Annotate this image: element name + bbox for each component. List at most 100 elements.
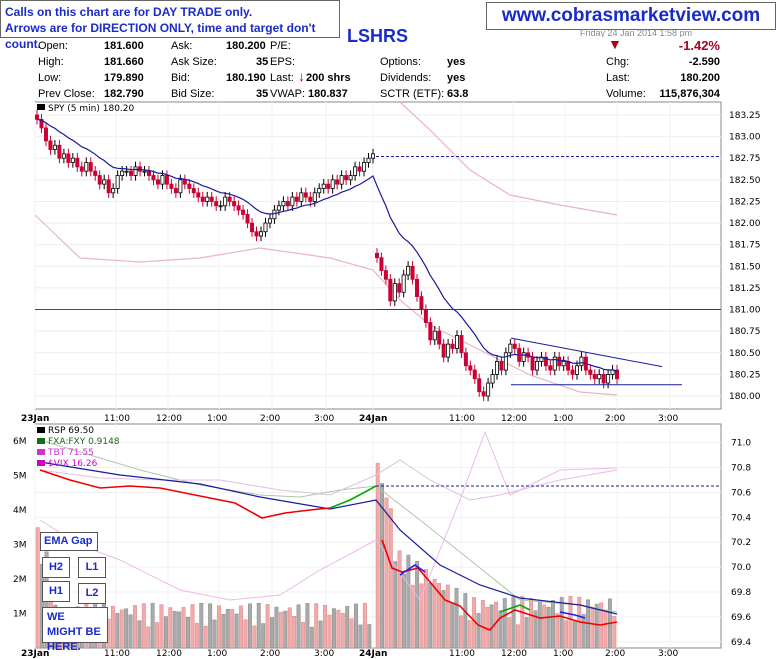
- day1-volume-bar: [261, 623, 266, 649]
- day1-volume-bar: [287, 607, 292, 649]
- disclaimer-line-2: Arrows are for DIRECTION ONLY, time and …: [5, 21, 316, 51]
- day1-volume-bar: [141, 603, 146, 649]
- day2-volume-bar: [520, 596, 525, 649]
- day2-volume-bar: [393, 561, 398, 649]
- day1-candle-body: [164, 175, 169, 185]
- last-label: Last:: [270, 72, 294, 84]
- h2-label: H2: [42, 557, 70, 578]
- day1-candle-body: [258, 231, 263, 237]
- time-x-tick-lower: 24Jan: [359, 649, 387, 659]
- day1-volume-bar: [331, 608, 336, 649]
- bid-size-value: 35: [256, 88, 269, 100]
- day2-candle-body: [463, 352, 468, 367]
- day1-volume-bar: [124, 608, 129, 649]
- day1-volume-bar: [247, 603, 252, 649]
- day1-candle-body: [142, 170, 147, 173]
- day1-volume-bar: [265, 604, 270, 649]
- volume-y-tick: 5M: [13, 472, 27, 482]
- day1-volume-bar: [358, 624, 363, 649]
- day2-volume-bar: [551, 600, 555, 649]
- day2-volume-bar: [594, 603, 599, 649]
- day1-volume-bar: [168, 607, 173, 649]
- time-x-tick: 24Jan: [359, 414, 387, 424]
- price-y-tick: 182.25: [729, 197, 761, 207]
- spy-legend-label: SPY (5 min) 180.20: [48, 104, 135, 114]
- price-y-tick: 181.25: [729, 284, 761, 294]
- day1-candle-body: [52, 144, 57, 150]
- day2-volume-bar: [410, 584, 415, 649]
- day2-volume-bar: [467, 620, 472, 649]
- day2-volume-bar: [406, 554, 411, 649]
- day2-volume-bar: [537, 601, 542, 649]
- rsp-y-tick: 70.2: [731, 538, 751, 548]
- we-might-label: WE MIGHT BE HERE.: [42, 607, 108, 653]
- triangle-resistance-line: [510, 337, 663, 368]
- day2-candle-body: [494, 361, 499, 375]
- day2-candle-body: [561, 361, 566, 367]
- time-x-tick-lower: 11:00: [104, 649, 130, 659]
- day1-candle-body: [294, 196, 299, 202]
- day1-volume-bar: [314, 603, 319, 649]
- slow-moving-average-line: [34, 214, 618, 396]
- day1-candle-body: [205, 196, 210, 202]
- lower-legend-swatch: [37, 460, 45, 466]
- options-label: Options:: [380, 56, 421, 68]
- day2-candle-body: [575, 365, 580, 375]
- ema-gap-label: EMA Gap: [40, 532, 98, 551]
- disclaimer-banner: Calls on this chart are for DAY TRADE on…: [0, 0, 340, 51]
- last2-label: Last:: [606, 72, 630, 84]
- website-url[interactable]: www.cobrasmarketview.com: [486, 2, 776, 30]
- day1-candle-body: [335, 179, 340, 185]
- day1-volume-bar: [133, 605, 137, 649]
- day2-volume-bar: [459, 615, 463, 649]
- day1-candle-body: [339, 175, 344, 185]
- chg-value: -2.590: [688, 56, 720, 68]
- day2-candle-body: [472, 369, 477, 380]
- lower-legend-label: TBT 71.55: [47, 448, 94, 458]
- day2-volume-bar: [546, 606, 551, 649]
- day2-volume-bar: [384, 497, 389, 649]
- slow-moving-average-line-upper: [399, 101, 618, 216]
- day2-candle-body: [481, 391, 486, 397]
- day1-volume-bar: [186, 616, 190, 649]
- price-y-tick: 180.50: [729, 349, 761, 359]
- day2-volume-bar: [515, 624, 520, 649]
- day1-volume-bar: [119, 609, 124, 649]
- day1-candle-body: [312, 192, 317, 202]
- time-x-tick: 12:00: [501, 414, 527, 424]
- day2-candle-body: [423, 309, 428, 323]
- day1-volume-bar: [296, 604, 301, 649]
- day2-volume-bar: [612, 616, 617, 649]
- day1-candle-body: [70, 157, 75, 163]
- day1-volume-bar: [110, 605, 115, 649]
- rsp-y-tick: 70.6: [731, 488, 751, 498]
- day1-volume-bar: [323, 605, 328, 649]
- time-x-tick: 11:00: [104, 414, 130, 424]
- eps-label: EPS:: [270, 56, 296, 68]
- day2-volume-bar: [437, 583, 441, 649]
- time-x-tick: 2:00: [605, 414, 625, 424]
- day2-volume-bar: [380, 483, 385, 649]
- open-label: Open:: [38, 40, 68, 52]
- rsp-price-line: [381, 539, 618, 631]
- day2-volume-bar: [590, 607, 595, 649]
- pe-label: P/E:: [270, 40, 291, 52]
- day2-candle-body: [592, 374, 597, 380]
- day2-candle-body: [535, 361, 540, 371]
- pct-change-value: -1.42%: [678, 38, 720, 53]
- day2-volume-bar: [533, 610, 538, 649]
- volume-y-tick: 3M: [13, 541, 27, 551]
- day1-candle-body: [241, 209, 246, 215]
- bid-label: Bid:: [171, 72, 190, 84]
- day2-volume-bar: [476, 613, 481, 649]
- bid-size-label: Bid Size:: [171, 88, 215, 100]
- day1-candle-body: [218, 205, 223, 208]
- price-y-tick: 180.75: [729, 327, 761, 337]
- price-y-tick: 181.50: [729, 262, 761, 272]
- day2-volume-bar: [397, 550, 402, 649]
- day2-candle-body: [548, 365, 553, 371]
- day2-volume-bar: [463, 593, 468, 649]
- day1-candle-body: [39, 118, 44, 129]
- day2-candle-body: [379, 257, 384, 272]
- day1-candle-body: [308, 196, 313, 202]
